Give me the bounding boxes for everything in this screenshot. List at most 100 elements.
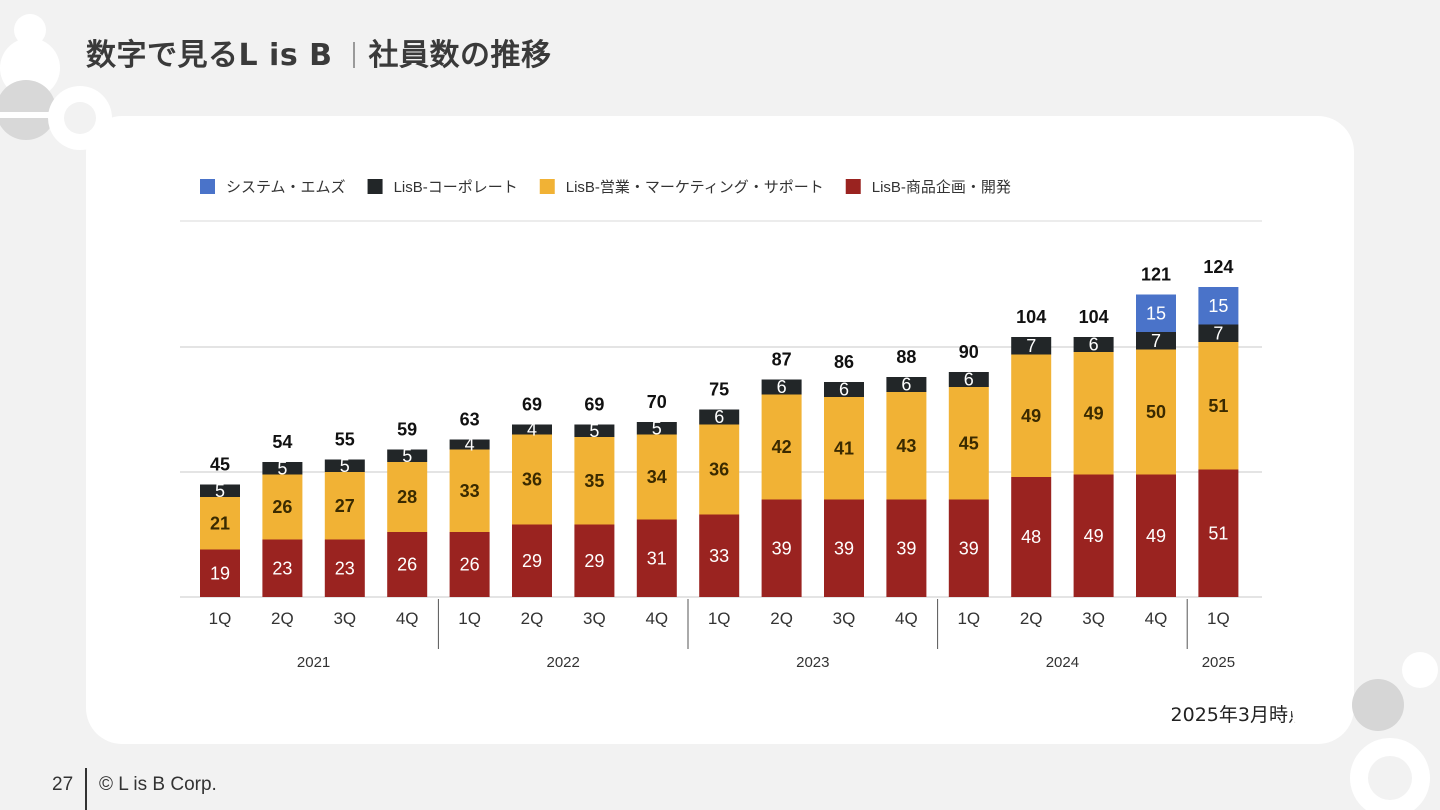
bar-segment <box>512 524 552 597</box>
bar-value-label: 23 <box>272 558 292 578</box>
total-label: 124 <box>1203 257 1233 277</box>
footer-divider <box>85 768 87 810</box>
bar-segment <box>449 532 490 597</box>
bar-value-label: 7 <box>1151 331 1161 351</box>
bar-value-label: 43 <box>896 436 916 456</box>
total-label: 45 <box>210 455 230 475</box>
x-tick-label: 1Q <box>957 609 980 628</box>
legend-swatch <box>200 179 215 194</box>
bar-segment <box>886 499 927 597</box>
bar-segment <box>1073 337 1114 352</box>
bar-value-label: 5 <box>215 481 225 501</box>
bar-value-label: 29 <box>522 551 542 571</box>
x-tick-label: 2Q <box>1020 609 1043 628</box>
bar-value-label: 7 <box>1213 323 1223 343</box>
bar-segment <box>200 549 240 597</box>
bar-value-label: 6 <box>839 380 849 400</box>
bar-segment <box>387 532 428 597</box>
bar-segment <box>1198 342 1239 470</box>
legend-swatch <box>845 179 861 194</box>
x-tick-label: 4Q <box>1145 609 1168 628</box>
x-tick-label: 3Q <box>583 609 606 628</box>
bar-segment <box>636 422 677 435</box>
bar-segment <box>262 462 303 475</box>
bar-segment <box>574 524 615 597</box>
bar-value-label: 5 <box>277 458 287 478</box>
total-label: 54 <box>272 432 292 452</box>
legend-swatch <box>367 179 383 194</box>
bar-value-label: 49 <box>1146 526 1166 546</box>
as-of-note: 2025年3月時点 <box>1170 704 1307 726</box>
legend-label: LisB-コーポレート <box>394 179 518 196</box>
bar-value-label: 4 <box>465 435 475 455</box>
year-label: 2025 <box>1202 654 1235 671</box>
bar-value-label: 36 <box>709 460 729 480</box>
bar-value-label: 5 <box>340 456 350 476</box>
bar-segment <box>699 409 740 425</box>
bar-segment <box>387 449 428 462</box>
bar-segment <box>824 397 864 500</box>
x-tick-label: 4Q <box>645 609 668 628</box>
bar-segment <box>262 474 303 540</box>
page-number: 27 <box>52 774 74 795</box>
bar-segment <box>886 392 927 500</box>
bar-value-label: 6 <box>901 375 911 395</box>
year-label: 2024 <box>1046 654 1079 671</box>
bar-segment <box>699 514 740 597</box>
bar-segment <box>824 382 864 397</box>
bar-value-label: 50 <box>1146 402 1166 422</box>
bar-value-label: 26 <box>272 497 292 517</box>
year-label: 2022 <box>547 654 580 671</box>
bar-segment <box>1073 474 1114 597</box>
total-label: 87 <box>772 350 792 370</box>
bar-value-label: 33 <box>709 546 729 566</box>
x-tick-label: 1Q <box>708 609 731 628</box>
bar-segment <box>636 519 677 597</box>
bar-segment <box>1198 469 1239 597</box>
bar-value-label: 15 <box>1208 296 1228 316</box>
x-tick-label: 3Q <box>333 609 356 628</box>
bar-value-label: 6 <box>1089 335 1099 355</box>
bar-segment <box>200 484 240 497</box>
total-label: 88 <box>896 347 916 367</box>
bar-segment <box>449 439 490 450</box>
title-main: 数字で見るL is B <box>86 38 333 73</box>
bar-value-label: 15 <box>1146 303 1166 323</box>
bar-value-label: 4 <box>527 420 537 440</box>
bar-value-label: 28 <box>397 487 417 507</box>
bar-segment <box>324 459 365 472</box>
bar-segment <box>449 449 490 532</box>
bar-value-label: 23 <box>335 558 355 578</box>
bar-value-label: 39 <box>772 538 792 558</box>
bar-value-label: 39 <box>834 538 854 558</box>
bar-value-label: 33 <box>460 481 480 501</box>
bar-value-label: 29 <box>584 551 604 571</box>
bar-segment <box>948 387 989 500</box>
x-tick-label: 1Q <box>1207 609 1230 628</box>
bar-segment <box>1136 349 1176 475</box>
bar-value-label: 35 <box>584 471 604 491</box>
chart-card: システム・エムズ LisB-コーポレート LisB-営業・マーケティング・サポート L… <box>86 116 1354 744</box>
bar-segment <box>886 377 927 392</box>
total-label: 59 <box>397 420 417 440</box>
total-label: 69 <box>584 395 604 415</box>
x-tick-label: 4Q <box>895 609 918 628</box>
title-separator <box>352 42 355 68</box>
bar-value-label: 41 <box>834 438 854 458</box>
bar-segment <box>948 499 989 597</box>
bar-segment <box>1011 337 1052 355</box>
bar-segment <box>699 424 740 515</box>
total-label: 104 <box>1016 307 1046 327</box>
x-tick-label: 2Q <box>770 609 793 628</box>
total-label: 69 <box>522 395 542 415</box>
total-label: 86 <box>834 352 854 372</box>
legend-label: LisB-商品企画・開発 <box>872 178 1011 196</box>
x-tick-label: 2Q <box>271 609 294 628</box>
bar-value-label: 26 <box>460 555 480 575</box>
bar-value-label: 45 <box>959 433 979 453</box>
bar-value-label: 19 <box>210 563 230 583</box>
bar-segment <box>1073 352 1114 475</box>
bar-segment <box>1011 477 1052 597</box>
bar-value-label: 26 <box>397 555 417 575</box>
x-tick-label: 4Q <box>396 609 419 628</box>
